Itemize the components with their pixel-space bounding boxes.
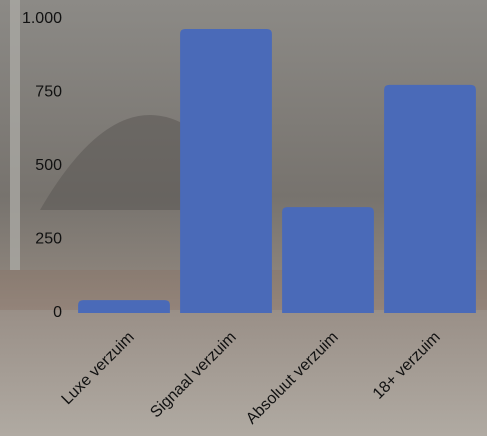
bar [384, 84, 476, 313]
y-tick-label: 750 [35, 84, 62, 101]
y-tick-label: 0 [53, 304, 62, 321]
bar [78, 300, 170, 313]
bar [180, 28, 272, 313]
bar [282, 207, 374, 313]
y-tick-label: 1.000 [22, 10, 62, 27]
y-tick-label: 500 [35, 157, 62, 174]
background-pole [10, 0, 20, 270]
y-tick-label: 250 [35, 231, 62, 248]
